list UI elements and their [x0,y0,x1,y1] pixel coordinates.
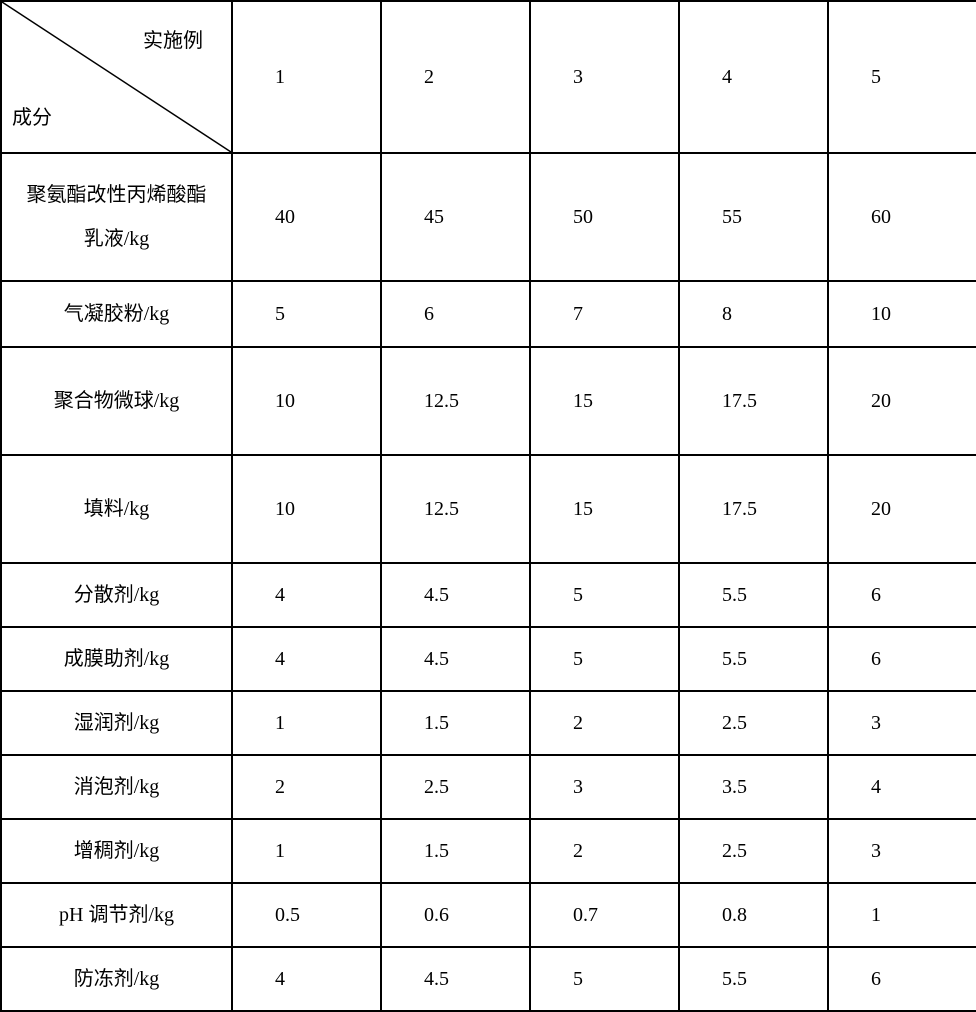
data-cell: 1.5 [381,819,530,883]
col-header-4: 4 [679,1,828,153]
data-cell: 3 [828,819,976,883]
data-cell: 7 [530,281,679,347]
data-cell: 6 [828,563,976,627]
data-cell: 5.5 [679,947,828,1011]
data-cell: 4 [232,563,381,627]
row-label: 防冻剂/kg [1,947,232,1011]
data-cell: 1 [828,883,976,947]
diagonal-header-cell: 实施例 成分 [1,1,232,153]
data-cell: 5 [530,563,679,627]
table-row: pH 调节剂/kg0.50.60.70.81 [1,883,976,947]
table-row: 防冻剂/kg44.555.56 [1,947,976,1011]
data-cell: 10 [828,281,976,347]
data-cell: 17.5 [679,347,828,455]
data-cell: 45 [381,153,530,281]
table-row: 分散剂/kg44.555.56 [1,563,976,627]
data-cell: 60 [828,153,976,281]
data-cell: 0.5 [232,883,381,947]
data-cell: 15 [530,455,679,563]
data-cell: 6 [381,281,530,347]
data-cell: 2.5 [381,755,530,819]
table-row: 填料/kg1012.51517.520 [1,455,976,563]
data-cell: 0.8 [679,883,828,947]
table-body: 聚氨酯改性丙烯酸酯乳液/kg4045505560气凝胶粉/kg567810聚合物… [1,153,976,1011]
row-label: 填料/kg [1,455,232,563]
col-header-3: 3 [530,1,679,153]
data-cell: 3 [530,755,679,819]
data-cell: 4 [828,755,976,819]
data-cell: 5 [530,627,679,691]
col-header-5: 5 [828,1,976,153]
data-cell: 6 [828,947,976,1011]
row-label: 分散剂/kg [1,563,232,627]
data-cell: 3.5 [679,755,828,819]
composition-table: 实施例 成分 1 2 3 4 5 聚氨酯改性丙烯酸酯乳液/kg404550556… [0,0,976,1012]
data-cell: 2.5 [679,691,828,755]
data-table-container: 实施例 成分 1 2 3 4 5 聚氨酯改性丙烯酸酯乳液/kg404550556… [0,0,976,1012]
data-cell: 6 [828,627,976,691]
row-label: 消泡剂/kg [1,755,232,819]
data-cell: 4.5 [381,627,530,691]
data-cell: 12.5 [381,347,530,455]
data-cell: 8 [679,281,828,347]
data-cell: 4 [232,947,381,1011]
row-label: pH 调节剂/kg [1,883,232,947]
data-cell: 2 [530,691,679,755]
data-cell: 3 [828,691,976,755]
data-cell: 17.5 [679,455,828,563]
table-row: 消泡剂/kg22.533.54 [1,755,976,819]
data-cell: 1 [232,819,381,883]
data-cell: 2 [530,819,679,883]
table-row: 湿润剂/kg11.522.53 [1,691,976,755]
data-cell: 0.7 [530,883,679,947]
data-cell: 55 [679,153,828,281]
data-cell: 10 [232,347,381,455]
data-cell: 15 [530,347,679,455]
data-cell: 5 [232,281,381,347]
data-cell: 1 [232,691,381,755]
header-bottom-label: 成分 [12,101,52,130]
data-cell: 20 [828,455,976,563]
data-cell: 12.5 [381,455,530,563]
data-cell: 5 [530,947,679,1011]
data-cell: 5.5 [679,563,828,627]
table-header-row: 实施例 成分 1 2 3 4 5 [1,1,976,153]
data-cell: 4.5 [381,563,530,627]
table-row: 成膜助剂/kg44.555.56 [1,627,976,691]
table-row: 增稠剂/kg11.522.53 [1,819,976,883]
row-label: 成膜助剂/kg [1,627,232,691]
col-header-1: 1 [232,1,381,153]
row-label: 增稠剂/kg [1,819,232,883]
row-label: 聚氨酯改性丙烯酸酯乳液/kg [1,153,232,281]
data-cell: 4.5 [381,947,530,1011]
data-cell: 40 [232,153,381,281]
data-cell: 10 [232,455,381,563]
table-row: 聚氨酯改性丙烯酸酯乳液/kg4045505560 [1,153,976,281]
data-cell: 50 [530,153,679,281]
table-row: 聚合物微球/kg1012.51517.520 [1,347,976,455]
data-cell: 1.5 [381,691,530,755]
data-cell: 2.5 [679,819,828,883]
data-cell: 2 [232,755,381,819]
row-label: 聚合物微球/kg [1,347,232,455]
data-cell: 0.6 [381,883,530,947]
row-label: 湿润剂/kg [1,691,232,755]
row-label: 气凝胶粉/kg [1,281,232,347]
table-row: 气凝胶粉/kg567810 [1,281,976,347]
data-cell: 20 [828,347,976,455]
data-cell: 4 [232,627,381,691]
data-cell: 5.5 [679,627,828,691]
col-header-2: 2 [381,1,530,153]
header-top-label: 实施例 [143,24,203,53]
